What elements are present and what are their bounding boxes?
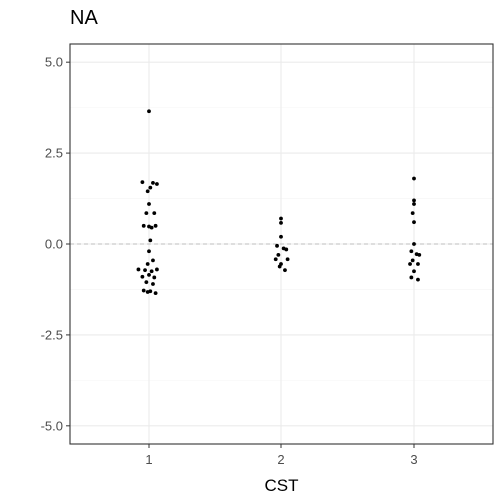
data-point (142, 224, 146, 228)
data-point (412, 220, 416, 224)
data-point (279, 235, 283, 239)
data-point (411, 211, 415, 215)
data-point (412, 177, 416, 181)
x-tick-label: 3 (410, 452, 417, 467)
data-point (274, 257, 278, 261)
x-axis-title: CST (265, 476, 299, 495)
data-point (411, 258, 415, 262)
data-point (146, 262, 150, 266)
data-point (142, 289, 146, 293)
data-point (144, 280, 148, 284)
data-point (286, 257, 290, 261)
data-point (143, 268, 147, 272)
data-point (283, 268, 287, 272)
data-point (148, 238, 152, 242)
data-point (151, 282, 155, 286)
data-point (412, 202, 416, 206)
data-point (146, 290, 150, 294)
data-point (284, 248, 288, 252)
data-point (147, 202, 151, 206)
data-point (154, 224, 158, 228)
data-point (137, 268, 141, 272)
data-point (150, 269, 154, 273)
data-point (147, 109, 151, 113)
data-point (275, 244, 279, 248)
x-tick-label: 1 (145, 452, 152, 467)
data-point (152, 276, 156, 280)
data-point (155, 182, 159, 186)
data-point (152, 211, 156, 215)
data-point (141, 180, 145, 184)
data-point (144, 211, 148, 215)
data-point (141, 275, 145, 279)
data-point (412, 198, 416, 202)
data-point (276, 253, 280, 257)
data-point (147, 273, 151, 277)
y-tick-label: 5.0 (45, 55, 63, 70)
y-tick-label: -2.5 (41, 327, 63, 342)
data-point (146, 189, 150, 193)
y-tick-label: 0.0 (45, 237, 63, 252)
data-point (416, 278, 420, 282)
data-point (279, 217, 283, 221)
data-point (409, 276, 413, 280)
data-point (412, 242, 416, 246)
data-point (154, 291, 158, 295)
data-point (278, 265, 282, 269)
data-point (279, 221, 283, 225)
x-tick-label: 2 (277, 452, 284, 467)
y-tick-label: -5.0 (41, 418, 63, 433)
data-point (417, 253, 421, 257)
data-point (147, 249, 151, 253)
data-point (155, 268, 159, 272)
data-point (150, 226, 154, 230)
data-point (408, 262, 412, 266)
data-point (416, 262, 420, 266)
data-point (151, 258, 155, 262)
data-point (148, 186, 152, 190)
y-tick-label: 2.5 (45, 146, 63, 161)
data-point (412, 269, 416, 273)
data-point (151, 181, 155, 185)
data-point (409, 249, 413, 253)
